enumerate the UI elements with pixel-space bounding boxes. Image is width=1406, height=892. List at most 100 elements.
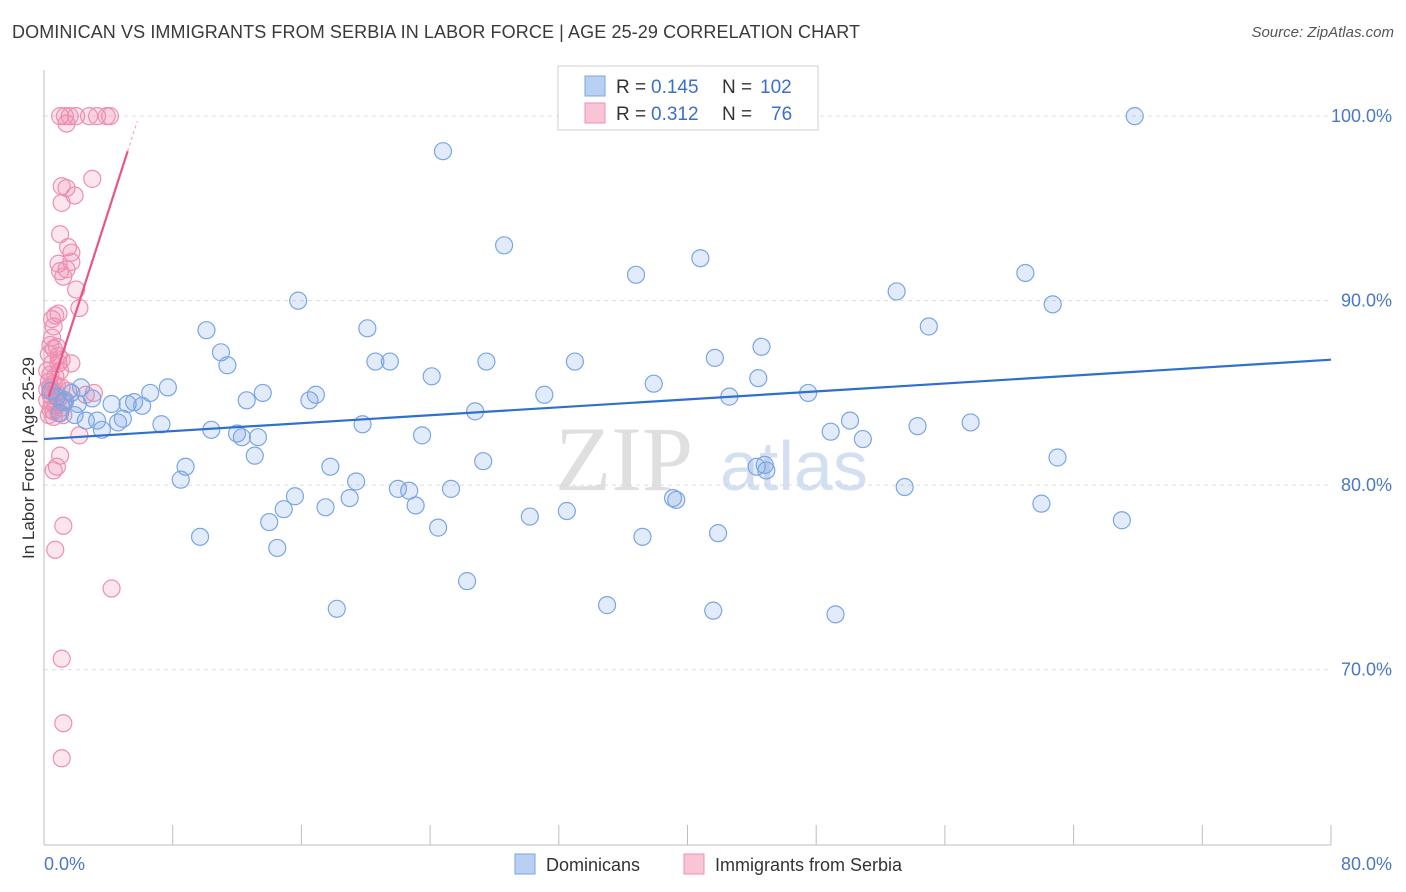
dominican-point-100 — [65, 405, 84, 425]
dominican-point-93 — [1032, 494, 1051, 513]
dominican-point-96 — [1112, 511, 1131, 530]
serbia-point-9 — [83, 169, 102, 188]
dominican-point-81 — [757, 461, 776, 480]
legend-r-label-1: R = — [616, 77, 646, 98]
dominican-point-16 — [141, 383, 160, 403]
serbia-point-21 — [54, 267, 73, 286]
dominican-point-41 — [340, 488, 359, 508]
legend-swatch-dominicans — [584, 75, 606, 97]
dominican-point-37 — [306, 385, 325, 404]
dominican-point-54 — [441, 479, 461, 498]
y-tick-label-2: 90.0% — [1341, 291, 1392, 311]
dominican-point-79 — [752, 337, 771, 356]
legend-n-value-2: 76 — [771, 104, 792, 125]
dominican-point-42 — [346, 472, 366, 491]
serbia-point-0 — [50, 107, 70, 126]
bottom-legend-serbia: Immigrants from Serbia — [715, 855, 903, 875]
serbia-trend-extension — [127, 120, 138, 152]
dominican-point-34 — [285, 487, 305, 506]
dominican-point-29 — [248, 428, 268, 447]
dominican-point-71 — [691, 249, 710, 268]
dominican-point-57 — [474, 452, 493, 471]
dominican-point-45 — [366, 352, 385, 371]
serbia-point-15 — [59, 238, 78, 257]
serbia-trend-line — [47, 150, 129, 397]
dominican-point-33 — [274, 500, 293, 519]
dominican-point-61 — [535, 385, 554, 404]
dominican-point-85 — [840, 411, 860, 430]
dominican-point-63 — [565, 352, 584, 371]
dominican-point-97 — [1125, 107, 1144, 126]
dominican-point-98 — [54, 393, 73, 412]
dominican-point-27 — [237, 391, 256, 410]
dominican-point-99 — [71, 378, 91, 397]
dominican-point-12 — [113, 409, 132, 428]
dominican-point-72 — [704, 601, 723, 620]
dominican-point-49 — [406, 496, 425, 515]
dominican-point-92 — [1016, 263, 1035, 283]
serbia-point-61 — [44, 461, 63, 480]
watermark-atlas: atlas — [720, 427, 868, 505]
bottom-legend-dominicans: Dominicans — [546, 855, 640, 875]
dominican-point-38 — [316, 498, 335, 517]
dominican-point-67 — [633, 527, 652, 546]
dominican-point-95 — [1048, 448, 1067, 467]
legend-n-label-1: N = — [722, 77, 752, 98]
dominican-point-39 — [321, 457, 340, 476]
dominican-point-70 — [667, 490, 686, 510]
bottom-legend-swatch-serbia — [683, 853, 705, 875]
serbia-point-66 — [54, 714, 73, 733]
dominican-point-88 — [895, 477, 914, 497]
legend-r-label-2: R = — [616, 104, 646, 125]
legend-r-value-1: 0.145 — [651, 77, 699, 98]
dominican-point-68 — [644, 374, 663, 393]
trend-lines — [43, 120, 1332, 441]
dominican-point-73 — [705, 348, 724, 367]
dominican-point-69 — [663, 488, 683, 508]
dominican-point-53 — [433, 142, 453, 161]
dominican-point-60 — [520, 507, 539, 526]
dominican-point-9 — [92, 420, 112, 439]
dominican-point-20 — [176, 457, 195, 476]
dominican-point-40 — [327, 599, 346, 618]
y-tick-label-1: 80.0% — [1341, 475, 1392, 495]
y-tick-label-0: 70.0% — [1341, 660, 1392, 680]
x-tick-labels: 0.0% 80.0% — [44, 854, 1392, 874]
dominican-point-21 — [190, 527, 210, 546]
serbia-point-65 — [52, 649, 71, 668]
serbia-point-7 — [100, 107, 120, 126]
dominican-point-7 — [83, 389, 102, 408]
dominican-point-101 — [232, 428, 251, 447]
watermark-zip: ZIP — [555, 408, 693, 510]
axes — [43, 70, 1332, 846]
serbia-points — [38, 107, 121, 768]
serbia-point-5 — [87, 107, 107, 126]
dominican-point-52 — [429, 518, 448, 537]
chart-source: Source: ZipAtlas.com — [1251, 24, 1394, 41]
legend-r-value-2: 0.312 — [651, 104, 699, 125]
serbia-point-3 — [67, 107, 86, 126]
serbia-point-37 — [62, 354, 81, 373]
dominican-point-58 — [477, 352, 496, 371]
watermark: ZIP atlas — [555, 408, 868, 510]
chart-title: DOMINICAN VS IMMIGRANTS FROM SERBIA IN L… — [12, 22, 861, 42]
serbia-point-67 — [52, 749, 71, 768]
dominican-point-83 — [821, 422, 840, 441]
dominican-point-50 — [412, 426, 432, 445]
dominican-trend-line — [43, 358, 1332, 441]
dominican-point-28 — [245, 446, 264, 465]
dominican-point-13 — [118, 394, 137, 414]
serbia-point-62 — [54, 516, 73, 535]
dominican-point-31 — [260, 512, 279, 532]
serbia-point-20 — [50, 262, 70, 281]
dominican-point-87 — [887, 282, 906, 301]
dominican-point-15 — [133, 396, 152, 415]
y-tick-label-3: 100.0% — [1331, 106, 1392, 126]
dominican-point-46 — [380, 352, 399, 371]
dominican-point-47 — [388, 479, 408, 498]
dominican-point-22 — [197, 321, 216, 340]
dominican-point-74 — [708, 524, 728, 543]
dominican-point-51 — [422, 367, 441, 386]
y-tick-labels: 70.0% 80.0% 90.0% 100.0% — [1331, 106, 1392, 680]
bottom-legend-swatch-dominicans — [514, 853, 536, 875]
